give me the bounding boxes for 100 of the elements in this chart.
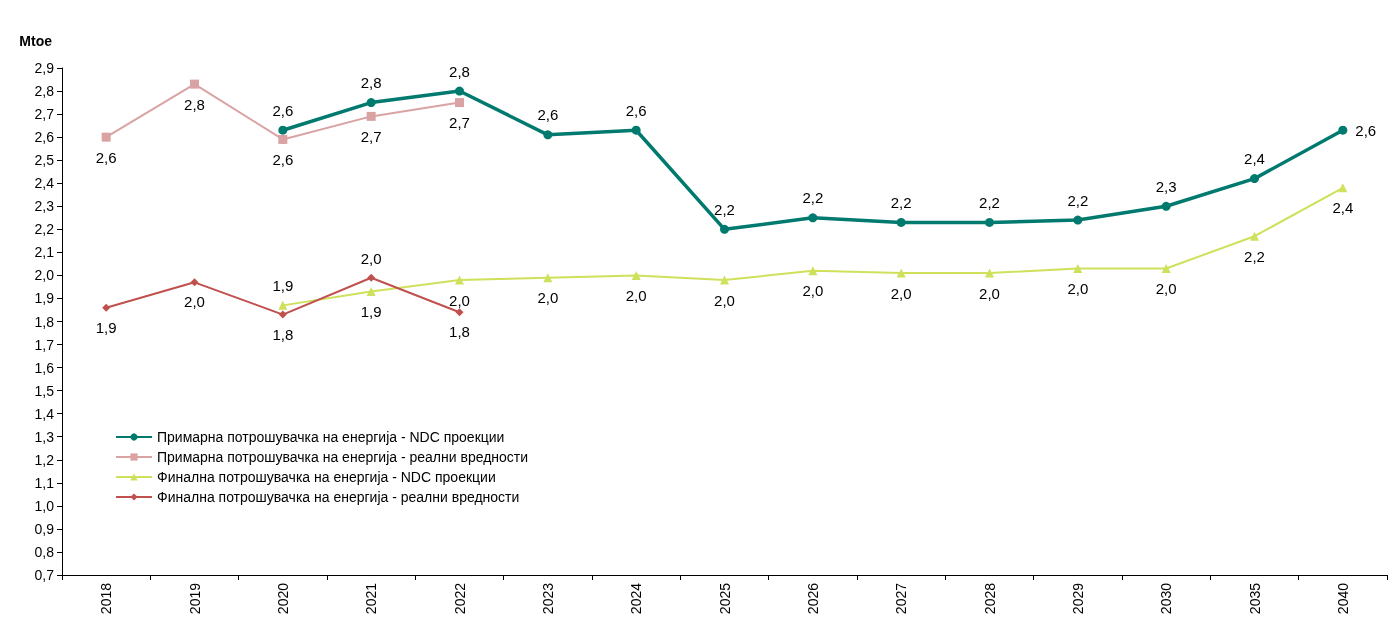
x-tick-label: 2019 [186, 582, 203, 615]
data-label: 2,0 [449, 291, 470, 309]
point [631, 125, 641, 135]
x-tick-label: 2028 [981, 582, 998, 615]
data-label: 2,6 [1355, 121, 1377, 139]
y-tick-label: 1,6 [34, 359, 55, 376]
x-tick-label: 2024 [628, 582, 645, 615]
data-label: 2,4 [1244, 150, 1265, 168]
data-label: 1,8 [272, 325, 294, 343]
y-tick-label: 1,4 [34, 405, 55, 422]
y-tick-label: 0,8 [34, 543, 55, 560]
data-label: 2,0 [1067, 280, 1089, 297]
point [367, 273, 376, 282]
point [190, 79, 199, 89]
point [1161, 201, 1171, 211]
y-tick-label: 2,2 [34, 221, 55, 238]
y-tick-label: 0,9 [34, 520, 55, 537]
point [190, 278, 199, 287]
point [366, 98, 376, 108]
point [720, 275, 729, 285]
x-tick-label: 2018 [98, 582, 115, 615]
data-label: 2,2 [714, 200, 735, 218]
legend-label: Финална потрошувачка на енергија - реални вредности [157, 489, 520, 505]
data-label: 2,0 [890, 284, 912, 302]
data-label: 1,9 [272, 276, 294, 294]
point [102, 303, 111, 312]
point [985, 217, 994, 227]
data-label: 2,0 [537, 289, 559, 307]
x-tick-label: 2022 [451, 582, 468, 615]
point [278, 300, 288, 310]
data-label: 2,8 [449, 62, 470, 80]
point [101, 132, 111, 142]
data-label: 2,0 [1155, 280, 1177, 297]
y-tick-label: 2,3 [34, 198, 55, 215]
x-tick-label: 2023 [539, 582, 556, 615]
data-label: 2,2 [1067, 191, 1089, 209]
y-tick-label: 2,6 [34, 129, 55, 146]
legend-label: Финална потрошувачка на енергија - NDC проекции [157, 469, 496, 485]
x-tick-label: 2021 [363, 582, 380, 615]
data-label: 2,0 [714, 291, 735, 309]
point [1073, 264, 1083, 273]
data-label: 1,9 [95, 318, 117, 336]
data-label: 2,0 [184, 293, 205, 311]
point [808, 213, 818, 223]
y-tick-label: 1,0 [34, 497, 55, 514]
y-tick-label: 2,1 [34, 244, 55, 261]
data-label: 2,0 [979, 284, 1000, 302]
data-label: 2,7 [449, 114, 470, 132]
legend-label: Примарна потрошувачка на енергија - реални вредности [157, 449, 529, 465]
y-tick-label: 2,9 [34, 60, 55, 76]
y-tick-label: 2,4 [34, 175, 55, 192]
data-label: 2,6 [95, 148, 117, 166]
point [366, 111, 376, 121]
x-tick-label: 2040 [1334, 582, 1351, 615]
data-label: 1,8 [449, 323, 470, 341]
data-label: 2,4 [1332, 199, 1354, 217]
data-label: 1,9 [360, 303, 382, 321]
point [1073, 215, 1083, 225]
x-tick-label: 2025 [716, 582, 733, 615]
y-tick-label: 1,1 [34, 474, 55, 491]
y-tick-label: 1,5 [34, 382, 55, 399]
point [1338, 125, 1348, 135]
data-label: 2,8 [360, 74, 382, 92]
data-label: 2,0 [625, 286, 647, 304]
x-tick-label: 2026 [804, 582, 821, 615]
point [366, 287, 376, 297]
point [278, 310, 287, 319]
point [455, 275, 464, 285]
y-axis-title: Mtoe [19, 33, 53, 49]
point [631, 270, 641, 280]
point [1250, 174, 1259, 184]
point [455, 86, 464, 96]
data-label: 2,3 [1155, 177, 1177, 195]
y-tick-label: 2,8 [34, 83, 55, 100]
x-tick-label: 2030 [1158, 582, 1175, 615]
x-tick-label: 2020 [274, 582, 291, 615]
x-tick-label: 2027 [893, 582, 910, 615]
point [1161, 264, 1171, 273]
y-tick-label: 2,5 [34, 152, 55, 169]
data-label: 2,6 [272, 150, 294, 168]
y-tick-label: 2,0 [34, 267, 55, 284]
data-label: 2,2 [979, 193, 1000, 211]
point [455, 98, 464, 108]
y-tick-label: 1,2 [34, 451, 55, 468]
point [985, 268, 994, 278]
point [896, 268, 906, 278]
point [896, 217, 906, 227]
data-label: 2,6 [625, 101, 647, 119]
data-label: 2,8 [184, 95, 205, 113]
x-tick-label: 2029 [1069, 582, 1086, 615]
point [1250, 231, 1259, 241]
y-tick-label: 1,9 [34, 290, 55, 307]
data-label: 2,6 [537, 106, 559, 124]
x-tick-label: 2035 [1246, 582, 1263, 615]
point [720, 224, 729, 234]
point [278, 125, 288, 135]
legend-label: Примарна потрошувачка на енергија - NDC проекции [157, 429, 505, 445]
data-label: 2,2 [1244, 247, 1265, 265]
data-label: 2,6 [272, 101, 294, 119]
y-tick-label: 1,7 [34, 336, 55, 353]
